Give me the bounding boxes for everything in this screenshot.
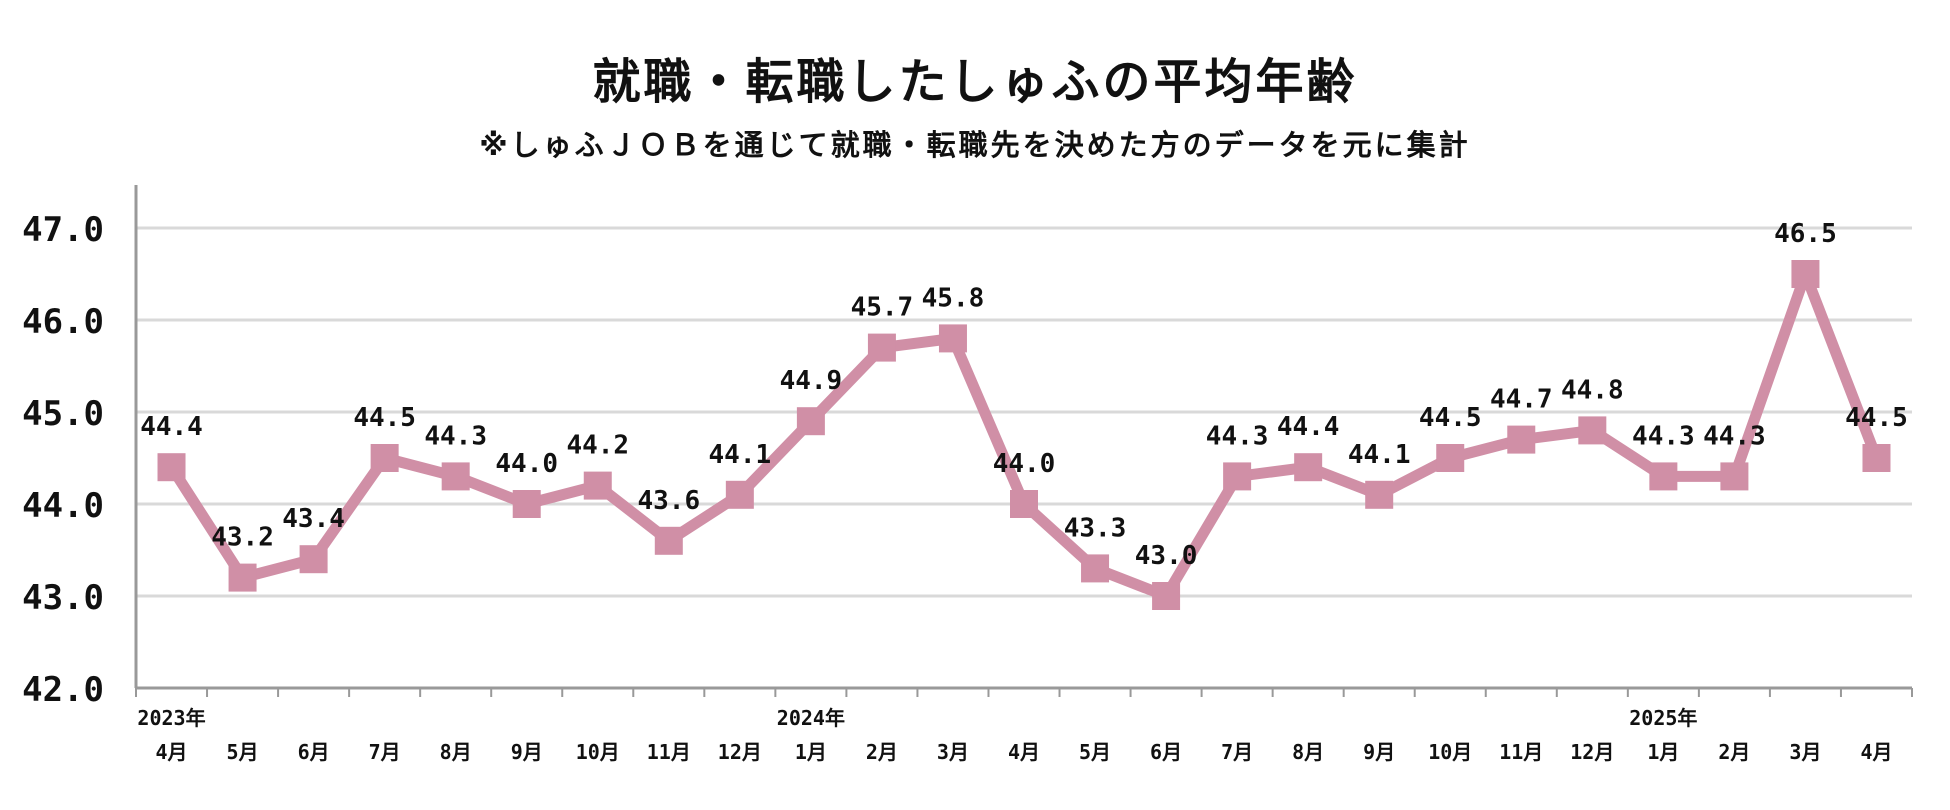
data-label: 44.4 [140, 412, 203, 442]
data-label: 46.5 [1774, 219, 1837, 249]
data-label: 44.8 [1561, 375, 1624, 405]
chart-title: 就職・転職したしゅふの平均年齢 [592, 54, 1358, 110]
data-label: 44.0 [993, 449, 1056, 479]
data-point [157, 453, 186, 482]
data-point [299, 545, 328, 574]
data-point [1507, 425, 1536, 454]
data-point [867, 333, 896, 362]
x-tick-label: 9月 [1363, 740, 1395, 764]
data-point [1720, 462, 1749, 491]
data-label: 44.3 [1703, 421, 1766, 451]
data-label: 44.2 [566, 431, 629, 461]
data-label: 44.5 [1845, 403, 1908, 433]
data-point [1649, 462, 1678, 491]
y-tick-label: 43.0 [22, 578, 104, 618]
data-label: 44.1 [709, 440, 772, 470]
data-label: 43.3 [1064, 513, 1127, 543]
data-point [512, 490, 541, 518]
y-tick-label: 46.0 [22, 302, 104, 342]
y-tick-label: 47.0 [22, 210, 104, 250]
x-tick-label: 10月 [1428, 740, 1472, 764]
data-label: 44.5 [1419, 403, 1482, 433]
y-tick-label: 44.0 [22, 486, 104, 526]
year-label: 2025年 [1629, 706, 1697, 730]
data-point [370, 444, 399, 472]
x-tick-label: 4月 [155, 740, 187, 764]
x-tick-label: 7月 [369, 740, 401, 764]
x-tick-label: 12月 [718, 740, 762, 764]
year-label: 2024年 [777, 706, 845, 730]
data-point [228, 563, 257, 592]
x-tick-label: 5月 [1079, 740, 1111, 764]
data-label: 44.0 [495, 449, 558, 479]
x-tick-label: 1月 [795, 740, 827, 764]
x-tick-label: 3月 [1789, 740, 1821, 764]
x-tick-label: 6月 [1150, 740, 1182, 764]
x-tick-label: 4月 [1860, 740, 1892, 764]
data-label: 44.5 [353, 403, 416, 433]
y-tick-label: 42.0 [22, 670, 104, 710]
x-tick-label: 7月 [1221, 740, 1253, 764]
x-tick-label: 8月 [1292, 740, 1324, 764]
data-label: 44.4 [1277, 412, 1340, 442]
data-point [1081, 554, 1110, 583]
x-tick-label: 12月 [1570, 740, 1614, 764]
data-point [1436, 444, 1465, 472]
data-label: 44.9 [780, 366, 843, 396]
x-tick-label: 6月 [298, 740, 330, 764]
x-tick-label: 11月 [1499, 740, 1543, 764]
data-point [1010, 490, 1038, 518]
data-label: 43.6 [637, 486, 700, 516]
data-point [1862, 444, 1891, 472]
data-label: 44.1 [1348, 440, 1411, 470]
data-point [1294, 453, 1323, 482]
data-label: 44.3 [1632, 421, 1695, 451]
x-tick-label: 5月 [227, 740, 259, 764]
data-point [1152, 582, 1181, 610]
x-tick-label: 2月 [866, 740, 898, 764]
x-tick-label: 3月 [937, 740, 969, 764]
data-point [938, 324, 967, 353]
x-tick-label: 9月 [511, 740, 543, 764]
data-point [583, 471, 612, 500]
year-label: 2023年 [137, 706, 205, 730]
x-tick-label: 8月 [440, 740, 472, 764]
chart-subtitle: ※しゅふＪＯＢを通じて就職・転職先を決めた方のデータを元に集計 [479, 128, 1471, 162]
data-point [1791, 260, 1820, 288]
data-point [1365, 480, 1394, 509]
data-point [441, 462, 470, 491]
x-tick-label: 1月 [1647, 740, 1679, 764]
x-tick-label: 2月 [1718, 740, 1750, 764]
data-label: 45.8 [922, 283, 985, 313]
y-tick-label: 45.0 [22, 394, 104, 434]
data-point [1578, 416, 1607, 445]
data-label: 43.2 [211, 523, 274, 553]
data-point [654, 526, 683, 555]
x-tick-label: 10月 [576, 740, 620, 764]
data-label: 43.4 [282, 504, 345, 534]
data-point [1223, 462, 1252, 491]
x-tick-label: 4月 [1008, 740, 1040, 764]
data-label: 44.3 [1206, 421, 1269, 451]
data-point [796, 407, 825, 436]
data-label: 44.7 [1490, 385, 1553, 415]
data-label: 43.0 [1135, 541, 1198, 571]
data-point [725, 480, 754, 509]
data-label: 45.7 [851, 293, 914, 323]
data-label: 44.3 [424, 421, 487, 451]
x-tick-label: 11月 [647, 740, 691, 764]
